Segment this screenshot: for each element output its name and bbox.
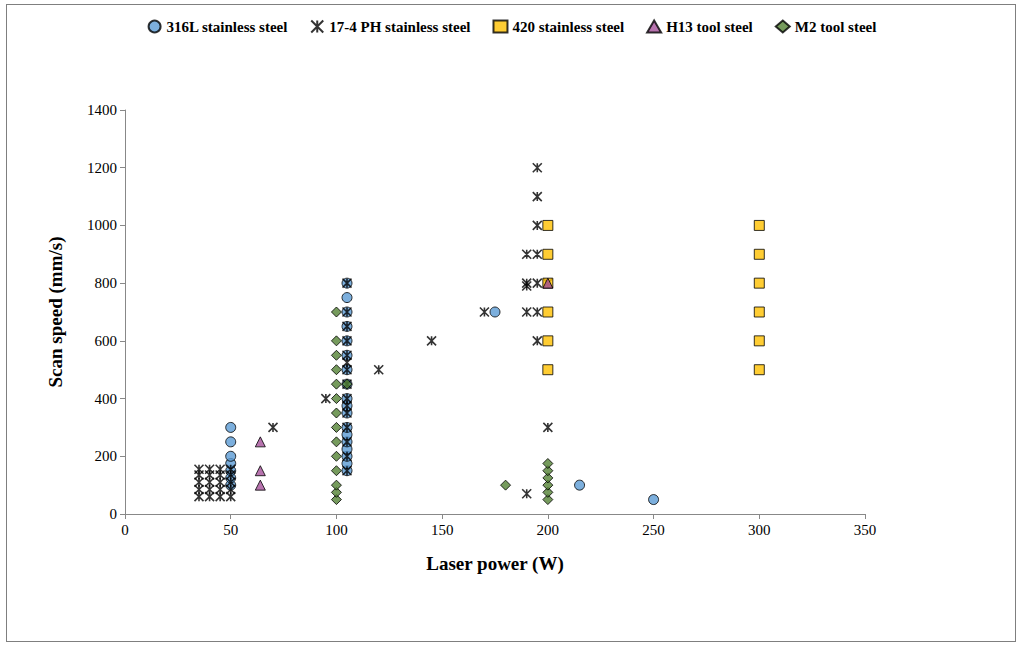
svg-text:150: 150 xyxy=(431,522,454,538)
svg-text:400: 400 xyxy=(95,391,118,407)
svg-text:H13 tool steel: H13 tool steel xyxy=(666,19,753,35)
svg-text:50: 50 xyxy=(223,522,238,538)
svg-text:316L stainless steel: 316L stainless steel xyxy=(167,19,288,35)
svg-text:800: 800 xyxy=(95,275,118,291)
svg-text:100: 100 xyxy=(325,522,348,538)
svg-text:0: 0 xyxy=(110,506,118,522)
svg-text:1200: 1200 xyxy=(87,160,117,176)
svg-text:200: 200 xyxy=(95,448,118,464)
svg-text:M2 tool steel: M2 tool steel xyxy=(795,19,877,35)
svg-text:0: 0 xyxy=(121,522,129,538)
svg-text:200: 200 xyxy=(537,522,560,538)
svg-text:300: 300 xyxy=(748,522,771,538)
svg-text:250: 250 xyxy=(642,522,665,538)
svg-text:Laser power (W): Laser power (W) xyxy=(426,553,564,575)
svg-text:Scan speed (mm/s): Scan speed (mm/s) xyxy=(45,237,67,388)
svg-text:350: 350 xyxy=(854,522,877,538)
svg-text:1400: 1400 xyxy=(87,102,117,118)
svg-text:17-4 PH stainless steel: 17-4 PH stainless steel xyxy=(329,19,470,35)
svg-text:1000: 1000 xyxy=(87,217,117,233)
svg-text:600: 600 xyxy=(95,333,118,349)
svg-text:420 stainless steel: 420 stainless steel xyxy=(512,19,624,35)
